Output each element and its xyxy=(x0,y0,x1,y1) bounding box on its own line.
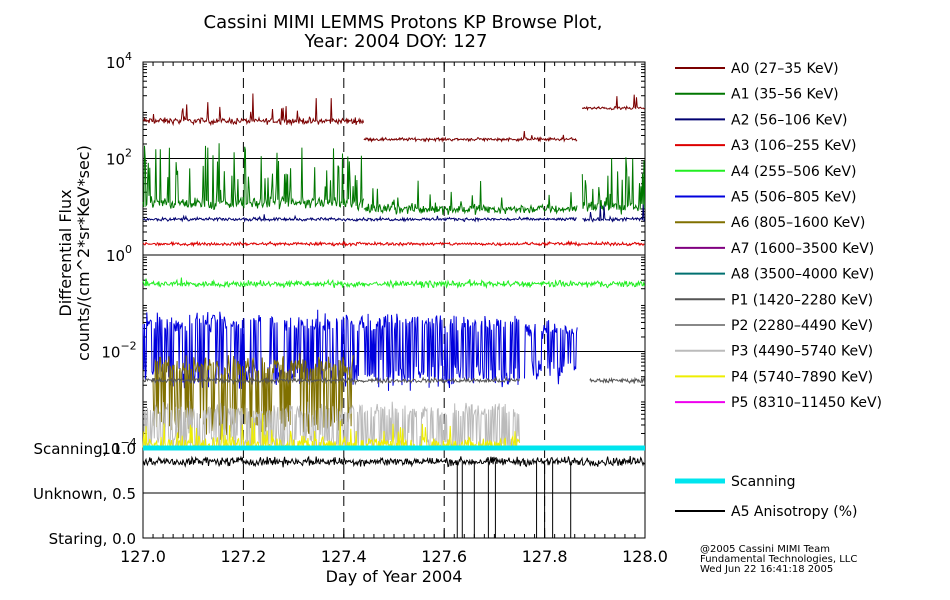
chart-subtitle: Year: 2004 DOY: 127 xyxy=(304,31,488,52)
credits: @2005 Cassini MIMI Team Fundamental Tech… xyxy=(700,545,857,575)
legend-item: P3 (4490–5740 KeV) xyxy=(675,344,873,360)
series-trace xyxy=(142,93,645,143)
credits-line3: Wed Jun 22 16:41:18 2005 xyxy=(700,564,834,575)
legend-label: A8 (3500–4000 KeV) xyxy=(731,267,874,283)
legend-label: A3 (106–255 KeV) xyxy=(731,138,856,154)
legend-label: A0 (27–35 KeV) xyxy=(731,61,839,77)
legend-label: A4 (255–506 KeV) xyxy=(731,164,856,180)
series-segment xyxy=(363,131,578,143)
legend-item: A5 (506–805 KeV) xyxy=(675,190,856,206)
credits-line2: Fundamental Technologies, LLC xyxy=(700,554,858,565)
series-segment xyxy=(142,143,365,212)
x-tick-label: 127.2 xyxy=(220,547,266,566)
series-segment xyxy=(589,376,646,384)
y-tick-exponent: −4 xyxy=(120,436,136,449)
legend-label: A6 (805–1600 KeV) xyxy=(731,215,865,231)
legend-item: A6 (805–1600 KeV) xyxy=(675,215,865,231)
series-segment xyxy=(142,239,645,248)
series-segment xyxy=(524,320,578,385)
legend-label: P5 (8310–11450 KeV) xyxy=(731,395,882,411)
y-tick-exponent: 0 xyxy=(125,243,132,256)
y-tick-exponent: 2 xyxy=(125,147,132,160)
series-segment xyxy=(581,94,645,111)
anisotropy-panel: Scanning, 1.0 Unknown, 0.5 Staring, 0.0 xyxy=(33,440,646,548)
series-segment xyxy=(142,375,520,386)
series-segment xyxy=(363,180,578,215)
series-segment xyxy=(142,93,365,127)
anisotropy-trace xyxy=(142,455,645,468)
legend-item: A0 (27–35 KeV) xyxy=(675,61,839,77)
x-tick-label: 127.8 xyxy=(522,547,568,566)
x-axis-label: Day of Year 2004 xyxy=(326,567,463,586)
series-trace xyxy=(142,204,646,223)
anisotropy-tick-label: Scanning, 1.0 xyxy=(33,440,136,458)
legend-item: A3 (106–255 KeV) xyxy=(675,138,856,154)
series-trace xyxy=(142,277,645,290)
legend-item: Scanning xyxy=(675,474,796,490)
legend-label: Scanning xyxy=(731,474,796,490)
series-segment xyxy=(142,277,645,290)
legend-label: A2 (56–106 KeV) xyxy=(731,112,848,128)
series-trace xyxy=(142,143,646,215)
legend-item: P5 (8310–11450 KeV) xyxy=(675,395,882,411)
chart-title: Cassini MIMI LEMMS Protons KP Browse Plo… xyxy=(204,12,603,33)
legend-label: A5 (506–805 KeV) xyxy=(731,190,856,206)
x-tick-label: 128.0 xyxy=(622,547,668,566)
legend-label: P1 (1420–2280 KeV) xyxy=(731,292,873,308)
legend-item: A2 (56–106 KeV) xyxy=(675,112,848,128)
series-segment xyxy=(582,204,646,223)
y-tick-label: 100 xyxy=(106,243,132,265)
legend-item: A7 (1600–3500 KeV) xyxy=(675,241,874,257)
legend-label: A1 (35–56 KeV) xyxy=(731,87,839,103)
y-tick-label: 104 xyxy=(106,50,132,72)
legend-item: P1 (1420–2280 KeV) xyxy=(675,292,873,308)
series-trace xyxy=(142,239,645,248)
x-tick-label: 127.4 xyxy=(321,547,367,566)
legend-label: P2 (2280–4490 KeV) xyxy=(731,318,873,334)
series-segment xyxy=(142,214,577,223)
legend-item: A8 (3500–4000 KeV) xyxy=(675,267,874,283)
x-tick-label: 127.0 xyxy=(120,547,166,566)
legend-item: A4 (255–506 KeV) xyxy=(675,164,856,180)
legend-label: P4 (5740–7890 KeV) xyxy=(731,369,873,385)
legend-item: P4 (5740–7890 KeV) xyxy=(675,369,873,385)
series-trace xyxy=(142,309,578,391)
legend-item: P2 (2280–4490 KeV) xyxy=(675,318,873,334)
legend-label: A7 (1600–3500 KeV) xyxy=(731,241,874,257)
series-trace xyxy=(152,353,354,440)
y-tick-label: 10−2 xyxy=(101,340,136,362)
series-segment xyxy=(581,157,646,215)
legend-item: A1 (35–56 KeV) xyxy=(675,87,839,103)
anisotropy-tick-label: Staring, 0.0 xyxy=(49,530,136,548)
y-tick-exponent: −2 xyxy=(120,340,136,353)
y-tick-label: 102 xyxy=(106,147,132,169)
series-trace xyxy=(142,375,646,386)
credits-line1: @2005 Cassini MIMI Team xyxy=(700,544,830,555)
y-axis-label-line2: counts/(cm^2*sr*KeV*sec) xyxy=(74,145,93,361)
legend-label: A5 Anisotropy (%) xyxy=(731,504,858,520)
legend: A0 (27–35 KeV) A1 (35–56 KeV) A2 (56–106 K… xyxy=(675,61,882,520)
series-segment xyxy=(142,309,520,391)
y-tick-exponent: 4 xyxy=(125,50,132,63)
legend-label: P3 (4490–5740 KeV) xyxy=(731,344,873,360)
x-axis: 127.0 127.2 127.4 127.6 127.8 128.0 xyxy=(120,62,668,566)
y-axis-label: Differential Flux counts/(cm^2*sr*KeV*se… xyxy=(56,145,93,361)
anisotropy-tick-label: Unknown, 0.5 xyxy=(33,485,136,503)
series-segment xyxy=(152,353,354,440)
legend-item: A5 Anisotropy (%) xyxy=(675,504,858,520)
x-tick-label: 127.6 xyxy=(421,547,467,566)
y-axis-label-line1: Differential Flux xyxy=(56,189,75,316)
